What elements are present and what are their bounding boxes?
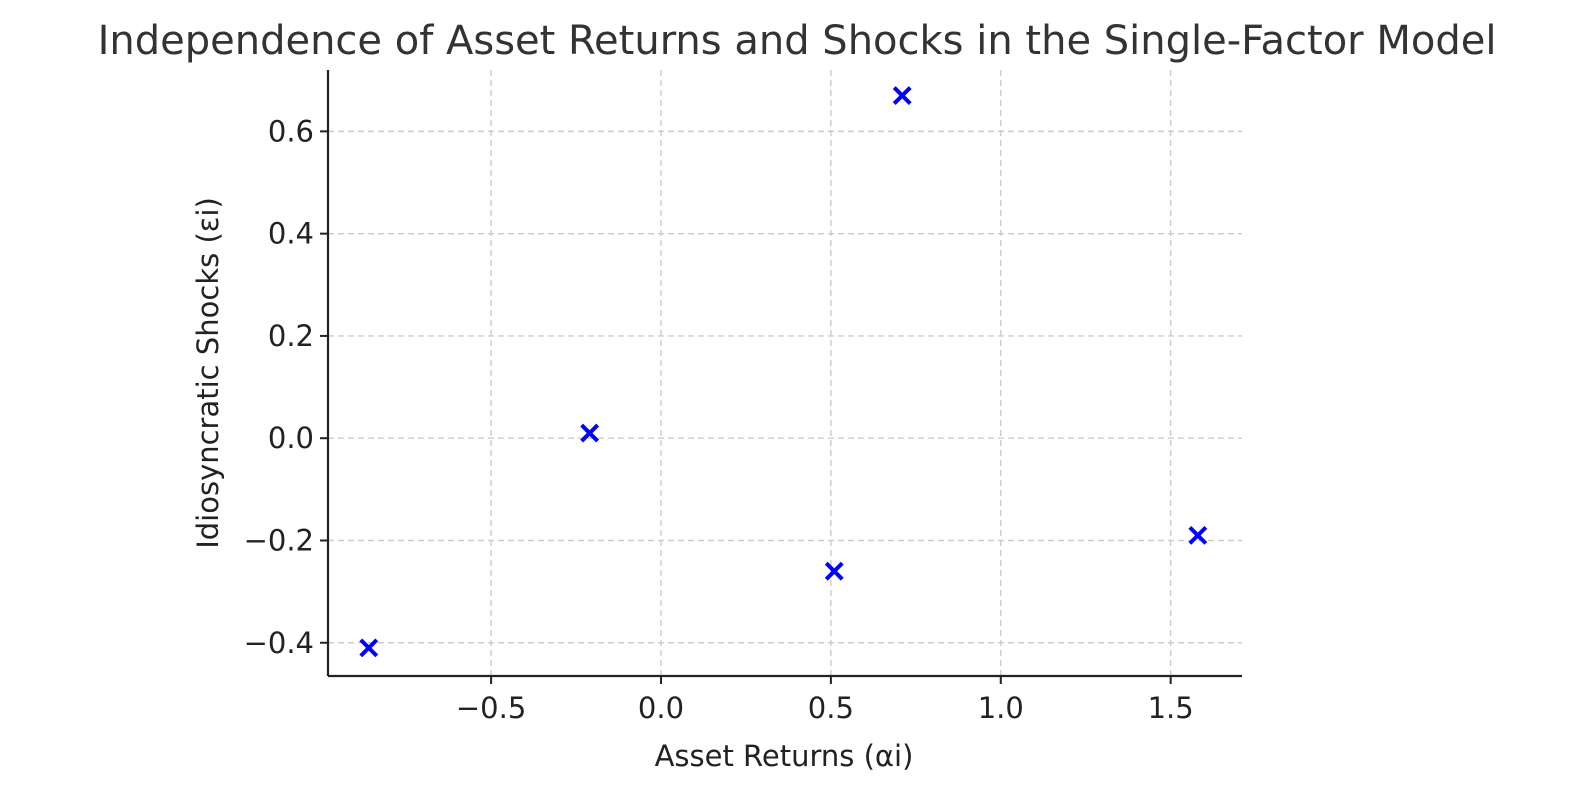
tick-labels: −0.5 0.0 0.5 1.0 1.5 −0.4 −0.2 0.0 0.2 0.4 0.6	[244, 114, 1194, 725]
y-tick-label: 0.0	[268, 421, 314, 455]
x-tick-label: 0.0	[638, 691, 684, 725]
y-axis-label: Idiosyncratic Shocks (εi)	[191, 197, 225, 549]
chart-title: Independence of Asset Returns and Shocks…	[98, 18, 1497, 64]
data-point	[824, 561, 844, 581]
y-tick-label: 0.2	[268, 319, 314, 353]
x-axis-label: Asset Returns (αi)	[655, 739, 914, 773]
data-points	[359, 86, 1208, 658]
y-tick-label: −0.2	[244, 523, 314, 557]
y-tick-label: 0.6	[268, 114, 314, 148]
y-tick-label: 0.4	[268, 217, 314, 251]
data-point	[1188, 525, 1208, 545]
x-tick-label: 1.5	[1148, 691, 1194, 725]
grid	[328, 70, 1242, 676]
y-tick-label: −0.4	[244, 626, 314, 660]
x-tick-label: −0.5	[456, 691, 526, 725]
axes	[320, 70, 1242, 684]
x-tick-label: 1.0	[978, 691, 1024, 725]
data-point	[359, 638, 379, 658]
x-tick-label: 0.5	[808, 691, 854, 725]
data-point	[580, 423, 600, 443]
data-point	[892, 86, 912, 105]
